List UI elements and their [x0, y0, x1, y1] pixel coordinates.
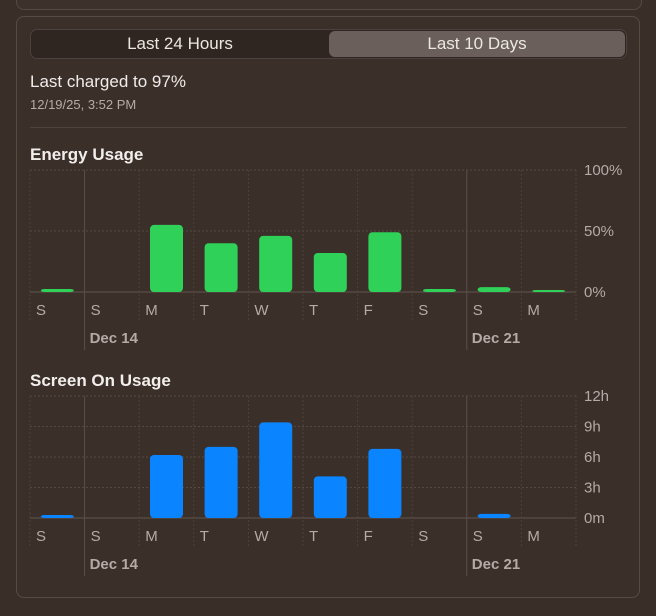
screen-bar-2	[150, 454, 183, 518]
screen-day-label: S	[418, 528, 428, 545]
energy-bar-2	[150, 224, 183, 292]
screen-date-label: Dec 14	[90, 556, 139, 573]
energy-bar-9	[532, 290, 566, 292]
tab-last-24-hours[interactable]: Last 24 Hours	[127, 34, 233, 53]
screen-day-label: M	[145, 528, 158, 545]
energy-day-label: S	[91, 302, 101, 319]
screen-day-label: T	[309, 528, 318, 545]
screen-date-label: Dec 21	[472, 556, 520, 573]
energy-day-label: S	[36, 302, 46, 319]
screen-bar-5	[313, 476, 347, 518]
previous-section-panel	[16, 0, 642, 10]
energy-day-label: S	[418, 302, 428, 319]
energy-y-tick-label: 100%	[584, 162, 622, 179]
screen-bar-3	[204, 446, 238, 518]
energy-bar-6	[368, 232, 402, 292]
energy-day-label: F	[364, 302, 373, 319]
last-charged-timestamp: 12/19/25, 3:52 PM	[30, 97, 137, 112]
energy-bar-7	[423, 288, 456, 292]
screen-bar-6	[368, 448, 402, 518]
last-charged-label: Last charged to 97%	[30, 72, 186, 91]
energy-usage-chart: 100% 50% 0% S S M T W T F S S M Dec 14 Dec 21	[29, 162, 622, 350]
energy-bar-5	[313, 252, 347, 292]
energy-day-label: M	[527, 302, 540, 319]
screen-day-label: W	[254, 528, 269, 545]
energy-date-label: Dec 14	[90, 330, 139, 347]
screen-day-label: S	[473, 528, 483, 545]
energy-usage-title: Energy Usage	[30, 145, 144, 164]
energy-y-tick-label: 50%	[584, 223, 614, 240]
screen-bar-0	[40, 514, 74, 518]
screen-bar-8	[477, 513, 511, 518]
energy-day-label: M	[145, 302, 158, 319]
screen-bar-4	[259, 422, 293, 518]
screen-on-usage-chart: 12h 9h 6h 3h 0m S S M T W T F S S M Dec 14 Dec 21	[29, 388, 609, 576]
screen-day-label: S	[36, 528, 46, 545]
screen-day-label: F	[364, 528, 373, 545]
screen-y-tick-label: 0m	[584, 510, 605, 527]
energy-date-label: Dec 21	[472, 330, 520, 347]
energy-bar-3	[204, 243, 238, 292]
energy-day-label: W	[254, 302, 269, 319]
screen-day-label: S	[91, 528, 101, 545]
screen-day-label: T	[200, 528, 209, 545]
time-range-segmented-control: Last 24 Hours Last 10 Days	[30, 29, 627, 59]
screen-day-label: M	[527, 528, 540, 545]
screen-y-tick-label: 9h	[584, 419, 601, 436]
screen-on-usage-title: Screen On Usage	[30, 371, 171, 390]
divider	[30, 127, 627, 128]
energy-bar-8	[477, 287, 511, 292]
screen-y-tick-label: 6h	[584, 449, 601, 466]
energy-bar-4	[259, 235, 293, 292]
energy-day-label: S	[473, 302, 483, 319]
energy-day-label: T	[200, 302, 209, 319]
screen-y-tick-label: 3h	[584, 480, 601, 497]
energy-y-tick-label: 0%	[584, 284, 606, 301]
screen-y-tick-label: 12h	[584, 388, 609, 405]
tab-last-10-days[interactable]: Last 10 Days	[329, 31, 625, 57]
energy-bar-0	[40, 288, 74, 292]
energy-day-label: T	[309, 302, 318, 319]
